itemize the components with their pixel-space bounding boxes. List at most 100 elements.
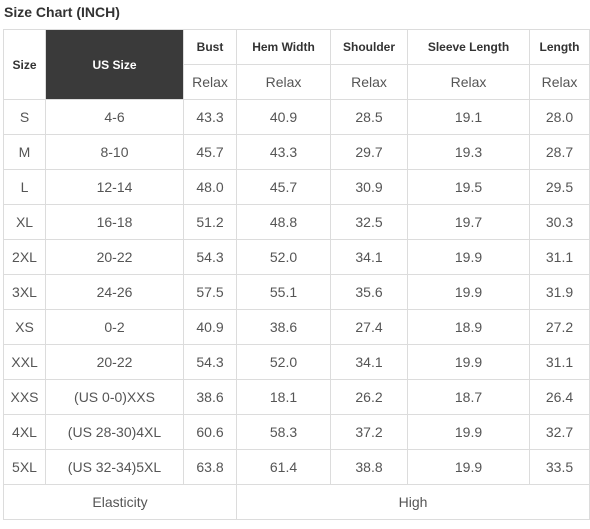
cell-shoulder: 32.5 <box>330 204 408 240</box>
cell-us-size: 12-14 <box>45 169 184 205</box>
cell-bust: 38.6 <box>183 379 237 415</box>
cell-hem-width: 48.8 <box>236 204 331 240</box>
cell-sleeve-length: 19.5 <box>407 169 530 205</box>
cell-length: 30.3 <box>529 204 590 240</box>
cell-sleeve-length: 19.9 <box>407 239 530 275</box>
elasticity-label: Elasticity <box>3 484 237 520</box>
cell-length: 26.4 <box>529 379 590 415</box>
header-sleeve-length: Sleeve Length <box>407 29 530 65</box>
cell-us-size: (US 28-30)4XL <box>45 414 184 450</box>
subheader-shoulder: Relax <box>330 64 408 100</box>
table-row: XXS (US 0-0)XXS 38.6 18.1 26.2 18.7 26.4 <box>3 379 590 415</box>
cell-length: 31.9 <box>529 274 590 310</box>
cell-bust: 54.3 <box>183 239 237 275</box>
subheader-length: Relax <box>529 64 590 100</box>
cell-size: XL <box>3 204 46 240</box>
cell-size: XXS <box>3 379 46 415</box>
cell-us-size: 0-2 <box>45 309 184 345</box>
cell-hem-width: 52.0 <box>236 344 331 380</box>
cell-sleeve-length: 19.3 <box>407 134 530 170</box>
cell-bust: 40.9 <box>183 309 237 345</box>
cell-shoulder: 38.8 <box>330 449 408 485</box>
table-row: XS 0-2 40.9 38.6 27.4 18.9 27.2 <box>3 309 590 345</box>
table-row: XXL 20-22 54.3 52.0 34.1 19.9 31.1 <box>3 344 590 380</box>
cell-bust: 60.6 <box>183 414 237 450</box>
cell-sleeve-length: 19.9 <box>407 414 530 450</box>
cell-length: 29.5 <box>529 169 590 205</box>
cell-us-size: 24-26 <box>45 274 184 310</box>
table-row: M 8-10 45.7 43.3 29.7 19.3 28.7 <box>3 134 590 170</box>
cell-us-size: 8-10 <box>45 134 184 170</box>
cell-bust: 48.0 <box>183 169 237 205</box>
table-row: 4XL (US 28-30)4XL 60.6 58.3 37.2 19.9 32… <box>3 414 590 450</box>
subheader-hem-width: Relax <box>236 64 331 100</box>
cell-shoulder: 27.4 <box>330 309 408 345</box>
cell-length: 32.7 <box>529 414 590 450</box>
cell-hem-width: 18.1 <box>236 379 331 415</box>
cell-length: 27.2 <box>529 309 590 345</box>
cell-hem-width: 38.6 <box>236 309 331 345</box>
cell-size: XS <box>3 309 46 345</box>
table-row: L 12-14 48.0 45.7 30.9 19.5 29.5 <box>3 169 590 205</box>
cell-hem-width: 40.9 <box>236 99 331 135</box>
cell-size: 2XL <box>3 239 46 275</box>
cell-bust: 45.7 <box>183 134 237 170</box>
cell-us-size: 20-22 <box>45 344 184 380</box>
cell-bust: 57.5 <box>183 274 237 310</box>
cell-size: 5XL <box>3 449 46 485</box>
cell-shoulder: 30.9 <box>330 169 408 205</box>
cell-hem-width: 58.3 <box>236 414 331 450</box>
cell-shoulder: 28.5 <box>330 99 408 135</box>
header-us-size: US Size <box>45 29 184 100</box>
cell-size: XXL <box>3 344 46 380</box>
header-length: Length <box>529 29 590 65</box>
header-shoulder: Shoulder <box>330 29 408 65</box>
subheader-bust: Relax <box>183 64 237 100</box>
cell-size: L <box>3 169 46 205</box>
cell-size: S <box>3 99 46 135</box>
size-chart-table: Size US Size Bust Hem Width Shoulder Sle… <box>3 29 590 520</box>
page-title: Size Chart (INCH) <box>4 4 120 20</box>
table-row: 2XL 20-22 54.3 52.0 34.1 19.9 31.1 <box>3 239 590 275</box>
cell-bust: 43.3 <box>183 99 237 135</box>
cell-length: 28.0 <box>529 99 590 135</box>
cell-bust: 51.2 <box>183 204 237 240</box>
cell-length: 33.5 <box>529 449 590 485</box>
header-bust: Bust <box>183 29 237 65</box>
table-row: 5XL (US 32-34)5XL 63.8 61.4 38.8 19.9 33… <box>3 449 590 485</box>
cell-hem-width: 55.1 <box>236 274 331 310</box>
cell-sleeve-length: 19.9 <box>407 344 530 380</box>
cell-us-size: 4-6 <box>45 99 184 135</box>
cell-length: 31.1 <box>529 344 590 380</box>
elasticity-value: High <box>236 484 590 520</box>
table-row: 3XL 24-26 57.5 55.1 35.6 19.9 31.9 <box>3 274 590 310</box>
cell-shoulder: 34.1 <box>330 239 408 275</box>
cell-shoulder: 29.7 <box>330 134 408 170</box>
cell-sleeve-length: 19.1 <box>407 99 530 135</box>
header-size: Size <box>3 29 46 100</box>
cell-hem-width: 43.3 <box>236 134 331 170</box>
subheader-sleeve-length: Relax <box>407 64 530 100</box>
cell-us-size: (US 0-0)XXS <box>45 379 184 415</box>
cell-hem-width: 45.7 <box>236 169 331 205</box>
cell-sleeve-length: 18.9 <box>407 309 530 345</box>
cell-hem-width: 52.0 <box>236 239 331 275</box>
cell-length: 28.7 <box>529 134 590 170</box>
table-row: XL 16-18 51.2 48.8 32.5 19.7 30.3 <box>3 204 590 240</box>
cell-shoulder: 26.2 <box>330 379 408 415</box>
cell-size: 4XL <box>3 414 46 450</box>
cell-us-size: 20-22 <box>45 239 184 275</box>
elasticity-row: Elasticity High <box>3 484 590 520</box>
cell-shoulder: 37.2 <box>330 414 408 450</box>
cell-sleeve-length: 19.9 <box>407 274 530 310</box>
cell-bust: 54.3 <box>183 344 237 380</box>
cell-bust: 63.8 <box>183 449 237 485</box>
cell-shoulder: 34.1 <box>330 344 408 380</box>
subheader-row: Relax Relax Relax Relax Relax <box>4 64 590 100</box>
cell-size: M <box>3 134 46 170</box>
cell-shoulder: 35.6 <box>330 274 408 310</box>
cell-size: 3XL <box>3 274 46 310</box>
cell-us-size: 16-18 <box>45 204 184 240</box>
header-row: Size US Size Bust Hem Width Shoulder Sle… <box>3 29 590 100</box>
cell-us-size: (US 32-34)5XL <box>45 449 184 485</box>
